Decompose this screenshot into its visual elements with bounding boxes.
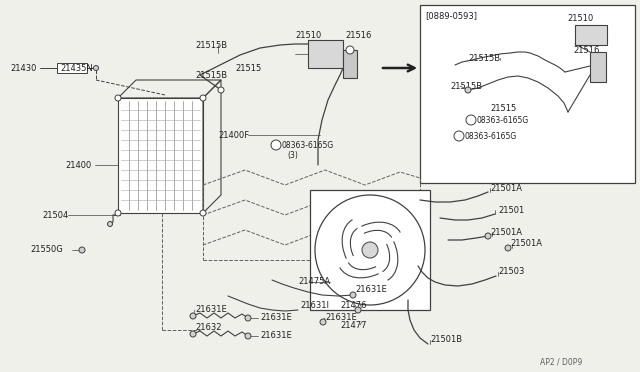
Bar bbox=[308, 40, 343, 68]
Circle shape bbox=[108, 221, 113, 227]
Text: 21631E: 21631E bbox=[355, 285, 387, 295]
Circle shape bbox=[79, 247, 85, 253]
Text: 21400F: 21400F bbox=[218, 131, 249, 140]
Text: 21477: 21477 bbox=[340, 321, 367, 330]
Bar bbox=[310, 190, 430, 310]
Circle shape bbox=[350, 292, 356, 298]
Text: 21510: 21510 bbox=[567, 13, 593, 22]
Text: 08363-6165G: 08363-6165G bbox=[465, 131, 517, 141]
Text: 21400: 21400 bbox=[65, 160, 92, 170]
Text: 21632: 21632 bbox=[195, 324, 221, 333]
Circle shape bbox=[245, 333, 251, 339]
Bar bbox=[118, 98, 203, 213]
Text: 08363-6165G: 08363-6165G bbox=[282, 141, 334, 150]
Circle shape bbox=[485, 233, 491, 239]
Circle shape bbox=[200, 210, 206, 216]
Circle shape bbox=[200, 95, 206, 101]
Circle shape bbox=[245, 315, 251, 321]
Circle shape bbox=[320, 319, 326, 325]
Text: 21501A: 21501A bbox=[490, 228, 522, 237]
Bar bbox=[57, 63, 87, 73]
Circle shape bbox=[466, 115, 476, 125]
Circle shape bbox=[115, 210, 121, 216]
Bar bbox=[420, 5, 635, 183]
Text: 21515: 21515 bbox=[490, 103, 516, 112]
Text: 21504: 21504 bbox=[42, 211, 68, 219]
Circle shape bbox=[505, 245, 511, 251]
Circle shape bbox=[465, 87, 471, 93]
Text: S: S bbox=[454, 134, 458, 138]
Circle shape bbox=[271, 140, 281, 150]
Text: (3): (3) bbox=[287, 151, 298, 160]
Text: 21516: 21516 bbox=[573, 45, 600, 55]
Text: AP2 / D0P9: AP2 / D0P9 bbox=[540, 357, 582, 366]
Circle shape bbox=[355, 307, 361, 313]
Text: 21476: 21476 bbox=[340, 301, 367, 310]
Text: 21515: 21515 bbox=[235, 64, 261, 73]
Text: 21475A: 21475A bbox=[298, 278, 330, 286]
Circle shape bbox=[454, 131, 464, 141]
Text: 21435N: 21435N bbox=[60, 64, 93, 73]
Circle shape bbox=[115, 95, 121, 101]
Text: 21550G: 21550G bbox=[30, 246, 63, 254]
Text: 21515B: 21515B bbox=[450, 81, 482, 90]
Text: 21510: 21510 bbox=[295, 31, 321, 39]
Text: 21515B: 21515B bbox=[195, 71, 227, 80]
Circle shape bbox=[218, 87, 224, 93]
Bar bbox=[575, 25, 607, 45]
Text: 08363-6165G: 08363-6165G bbox=[477, 115, 529, 125]
Text: 21516: 21516 bbox=[345, 31, 371, 39]
Circle shape bbox=[346, 46, 354, 54]
Circle shape bbox=[93, 65, 99, 71]
Text: [0889-0593]: [0889-0593] bbox=[425, 12, 477, 20]
Text: 21501A: 21501A bbox=[490, 183, 522, 192]
Text: 21503: 21503 bbox=[498, 267, 524, 276]
Text: 21515B: 21515B bbox=[468, 54, 500, 62]
Circle shape bbox=[190, 313, 196, 319]
Text: S: S bbox=[466, 118, 470, 122]
Text: 21631E: 21631E bbox=[260, 314, 292, 323]
Text: 21631E: 21631E bbox=[195, 305, 227, 314]
Text: 21501: 21501 bbox=[498, 205, 524, 215]
Text: S: S bbox=[271, 142, 275, 148]
Circle shape bbox=[362, 242, 378, 258]
Text: 21631E: 21631E bbox=[260, 331, 292, 340]
Text: 21430: 21430 bbox=[10, 64, 36, 73]
Bar bbox=[590, 52, 606, 82]
Circle shape bbox=[190, 331, 196, 337]
Bar bbox=[343, 50, 357, 78]
Text: 21501B: 21501B bbox=[430, 336, 462, 344]
Text: 21501A: 21501A bbox=[510, 240, 542, 248]
Text: 21631E: 21631E bbox=[325, 314, 356, 323]
Text: 21515B: 21515B bbox=[195, 41, 227, 49]
Text: 21631I: 21631I bbox=[300, 301, 329, 310]
